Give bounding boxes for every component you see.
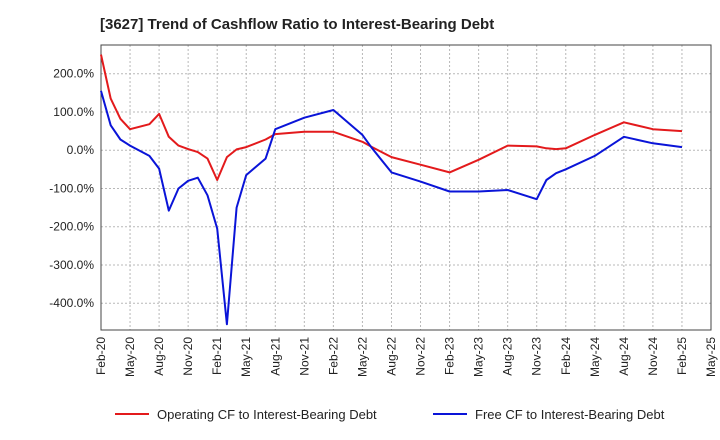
- x-tick-label: May-24: [588, 337, 602, 377]
- legend-label-operating-cf: Operating CF to Interest-Bearing Debt: [157, 407, 377, 422]
- y-tick-label: -400.0%: [49, 296, 94, 310]
- chart-title: [3627] Trend of Cashflow Ratio to Intere…: [100, 16, 495, 33]
- x-tick-label: Aug-21: [268, 337, 282, 376]
- x-tick-label: May-22: [355, 337, 369, 377]
- y-tick-label: 0.0%: [67, 143, 95, 157]
- series-line-operating-cf: [100, 54, 683, 181]
- x-tick-label: Nov-23: [530, 337, 544, 376]
- x-tick-label: May-25: [704, 337, 718, 377]
- x-tick-label: Nov-22: [414, 337, 428, 376]
- legend-label-free-cf: Free CF to Interest-Bearing Debt: [475, 407, 665, 422]
- x-tick-label: Aug-23: [501, 337, 515, 376]
- x-tick-label: Nov-21: [297, 337, 311, 376]
- x-tick-label: Nov-20: [181, 337, 195, 376]
- x-tick-label: Feb-23: [443, 337, 457, 375]
- x-tick-label: Feb-20: [94, 337, 108, 375]
- x-tick-label: May-23: [472, 337, 486, 377]
- y-tick-label: 100.0%: [53, 105, 94, 119]
- x-tick-label: Aug-24: [617, 337, 631, 376]
- x-tick-label: Feb-21: [210, 337, 224, 375]
- x-tick-label: Feb-25: [675, 337, 689, 375]
- x-tick-label: Aug-22: [384, 337, 398, 376]
- x-tick-label: May-21: [239, 337, 253, 377]
- x-tick-label: Feb-22: [326, 337, 340, 375]
- x-tick-label: Aug-20: [152, 337, 166, 376]
- plot-frame: [100, 44, 712, 331]
- y-tick-label: -200.0%: [49, 220, 94, 234]
- y-tick-label: -300.0%: [49, 258, 94, 272]
- y-tick-label: 200.0%: [53, 67, 94, 81]
- x-tick-label: Feb-24: [559, 337, 573, 375]
- x-tick-label: Nov-24: [646, 337, 660, 376]
- x-tick-label: May-20: [123, 337, 137, 377]
- series-line-free-cf: [100, 90, 683, 326]
- y-tick-label: -100.0%: [49, 181, 94, 195]
